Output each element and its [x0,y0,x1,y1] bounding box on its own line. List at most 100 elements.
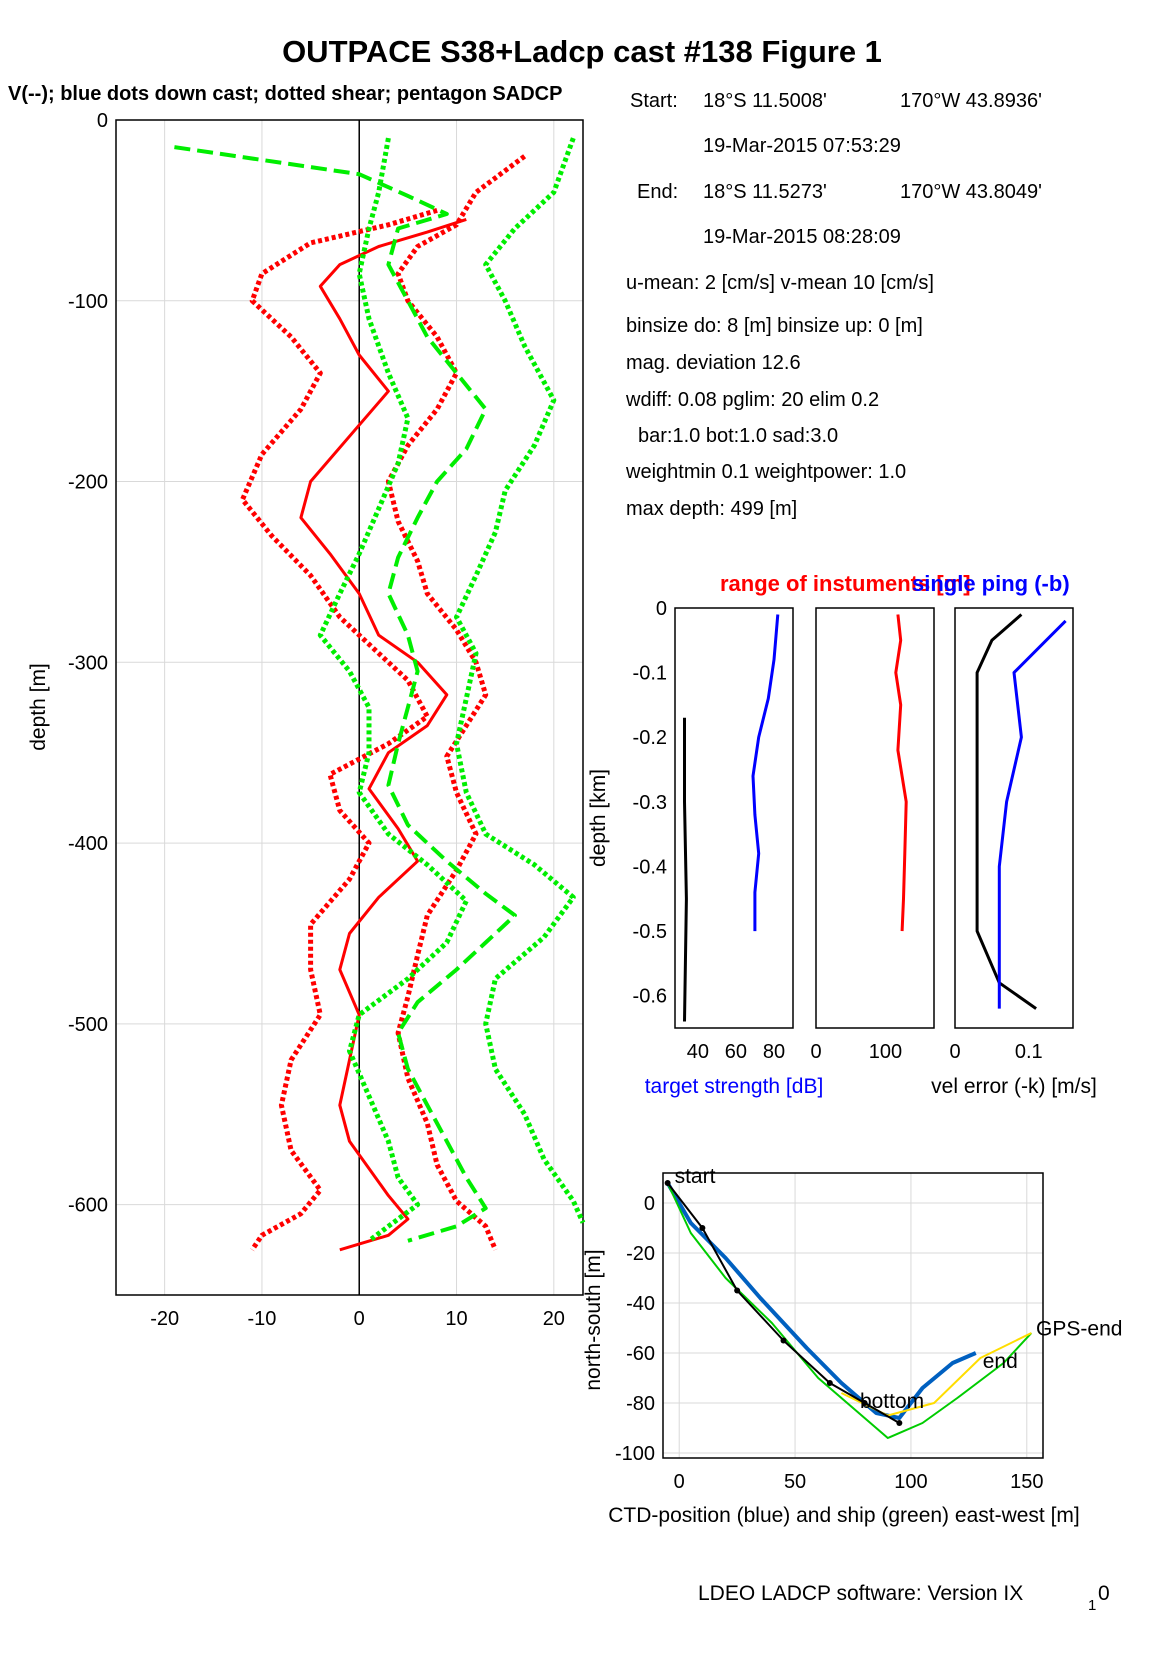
mean-velocity: u-mean: 2 [cm/s] v-mean 10 [cm/s] [626,272,934,294]
footer-tail: 0 [1098,1582,1110,1605]
velocity-y-tick: -300 [68,652,108,674]
mag-deviation: mag. deviation 12.6 [626,352,801,374]
end-lon: 170°W 43.8049' [900,181,1042,203]
binsize: binsize do: 8 [m] binsize up: 0 [m] [626,315,923,337]
position-y-tick: -40 [626,1293,655,1315]
instrument-y-tick: -0.6 [633,986,667,1008]
position-y-tick: 0 [644,1193,655,1215]
ping-panel-title: single ping (-b) [912,571,1070,596]
instrument-y-tick: -0.3 [633,792,667,814]
end-label: End: [637,181,678,203]
footer-subscript: 1 [1088,1597,1096,1614]
velocity-x-tick: -10 [247,1308,276,1330]
velocity-plot-frame [115,119,584,1296]
end-time: 19-Mar-2015 08:28:09 [703,226,901,248]
position-series [664,1180,1033,1439]
instrument-y-tick: -0.1 [633,663,667,685]
depth-km-label: depth [km] [587,769,610,867]
bar-bot-sad: bar:1.0 bot:1.0 sad:3.0 [638,425,838,447]
cast-info: Start: 18°S 11.5008' 170°W 43.8936' 19-M… [625,90,1042,520]
velocity-y-tick: -400 [68,833,108,855]
north-south-label: north-south [m] [582,1249,605,1390]
instrument-x-tick: 100 [869,1041,902,1063]
position-marker [861,1400,868,1406]
position-marker [780,1337,787,1344]
end-marker-label: end [983,1350,1018,1373]
position-plot: 0 50 100 150 0 -20 -40 -60 -80 -100 north-south [… [582,1165,1122,1527]
max-depth: max depth: 499 [m] [626,498,797,520]
position-track-line [666,1182,1033,1439]
velocity-y-tick: -200 [68,472,108,494]
depth-axis-label: depth [m] [27,663,50,751]
velocity-y-tick: -600 [68,1195,108,1217]
start-lat: 18°S 11.5008' [703,90,827,112]
vel-error-frame [954,607,1074,1029]
velocity-y-tick: -100 [68,291,108,313]
position-x-tick: 50 [784,1471,806,1493]
start-time: 19-Mar-2015 07:53:29 [703,135,901,157]
position-grid [663,1173,1043,1458]
footer-main: LDEO LADCP software: Version IX [698,1582,1023,1605]
start-marker-label: start [675,1165,716,1188]
target-strength-label: target strength [dB] [645,1075,824,1098]
position-x-tick: 150 [1010,1471,1043,1493]
position-y-tick: -100 [615,1443,655,1465]
instrument-x-tick: 40 [687,1041,709,1063]
position-marker [699,1225,706,1231]
velocity-x-tick: 0 [354,1308,365,1330]
velocity-series-line [299,217,467,1252]
instrument-series [683,613,1067,1022]
position-marker [896,1420,903,1426]
velocity-x-tick: 10 [445,1308,467,1330]
velocity-series-line [317,137,469,1243]
velocity-y-tick: -500 [68,1014,108,1036]
velocity-series-line [174,145,517,1243]
velocity-x-tick: -20 [150,1308,179,1330]
position-track-line [665,1181,977,1420]
velocity-grid [116,119,583,1295]
instrument-series-line [894,614,908,932]
position-y-tick: -20 [626,1243,655,1265]
position-y-tick: -80 [626,1393,655,1415]
instrument-x-tick: 0 [810,1041,821,1063]
wdiff: wdiff: 0.08 pglim: 20 elim 0.2 [625,389,879,411]
position-y-tick: -60 [626,1343,655,1365]
range-panel-title: range of instuments [m] [720,571,971,596]
velocity-ticks: -20 -10 0 10 200-100-200-300-400-500-600 [68,110,565,1330]
weight: weightmin 0.1 weightpower: 1.0 [625,461,906,483]
position-marker [734,1287,741,1294]
east-west-label: CTD-position (blue) and ship (green) eas… [608,1504,1080,1527]
position-ticks: 0 50 100 150 0 -20 -40 -60 -80 -100 [615,1193,1043,1493]
instrument-ticks: 40 60 80 0 -0.1 -0.2 -0.3 -0.4 -0.5 -0.6 0 100 0 0.1 [633,598,1043,1063]
position-marker [826,1380,833,1386]
figure-title: OUTPACE S38+Ladcp cast #138 Figure 1 [282,34,882,69]
bottom-marker-label: bottom [860,1390,924,1413]
velocity-x-tick: 20 [543,1308,565,1330]
gps-end-marker-label: GPS-end [1036,1318,1122,1341]
velocity-y-tick: 0 [97,110,108,132]
end-lat: 18°S 11.5273' [703,181,827,203]
instrument-series-line [975,613,1037,1010]
start-label: Start: [630,90,678,112]
software-footer: LDEO LADCP software: Version IX 1 0 [698,1582,1110,1614]
velocity-series-line [240,208,438,1252]
velocity-series [174,120,586,1295]
instrument-x-tick: 0 [949,1041,960,1063]
position-plot-frame [662,1172,1044,1459]
position-x-tick: 0 [674,1471,685,1493]
instrument-y-tick: 0 [656,598,667,620]
position-marker [664,1180,671,1186]
instrument-y-tick: -0.5 [633,921,667,943]
instrument-x-tick: 0.1 [1015,1041,1043,1063]
target-strength-frame [674,607,794,1029]
figure-subtitle: V(--); blue dots down cast; dotted shear… [8,83,562,105]
instrument-y-tick: -0.2 [633,727,667,749]
instrument-x-tick: 60 [725,1041,747,1063]
start-lon: 170°W 43.8936' [900,90,1042,112]
vel-error-label: vel error (-k) [m/s] [931,1075,1097,1098]
velocity-profile-plot: -20 -10 0 10 200-100-200-300-400-500-600 dep… [27,110,586,1330]
position-x-tick: 100 [894,1471,927,1493]
instrument-series-line [683,717,688,1022]
instrument-series-line [751,614,780,932]
